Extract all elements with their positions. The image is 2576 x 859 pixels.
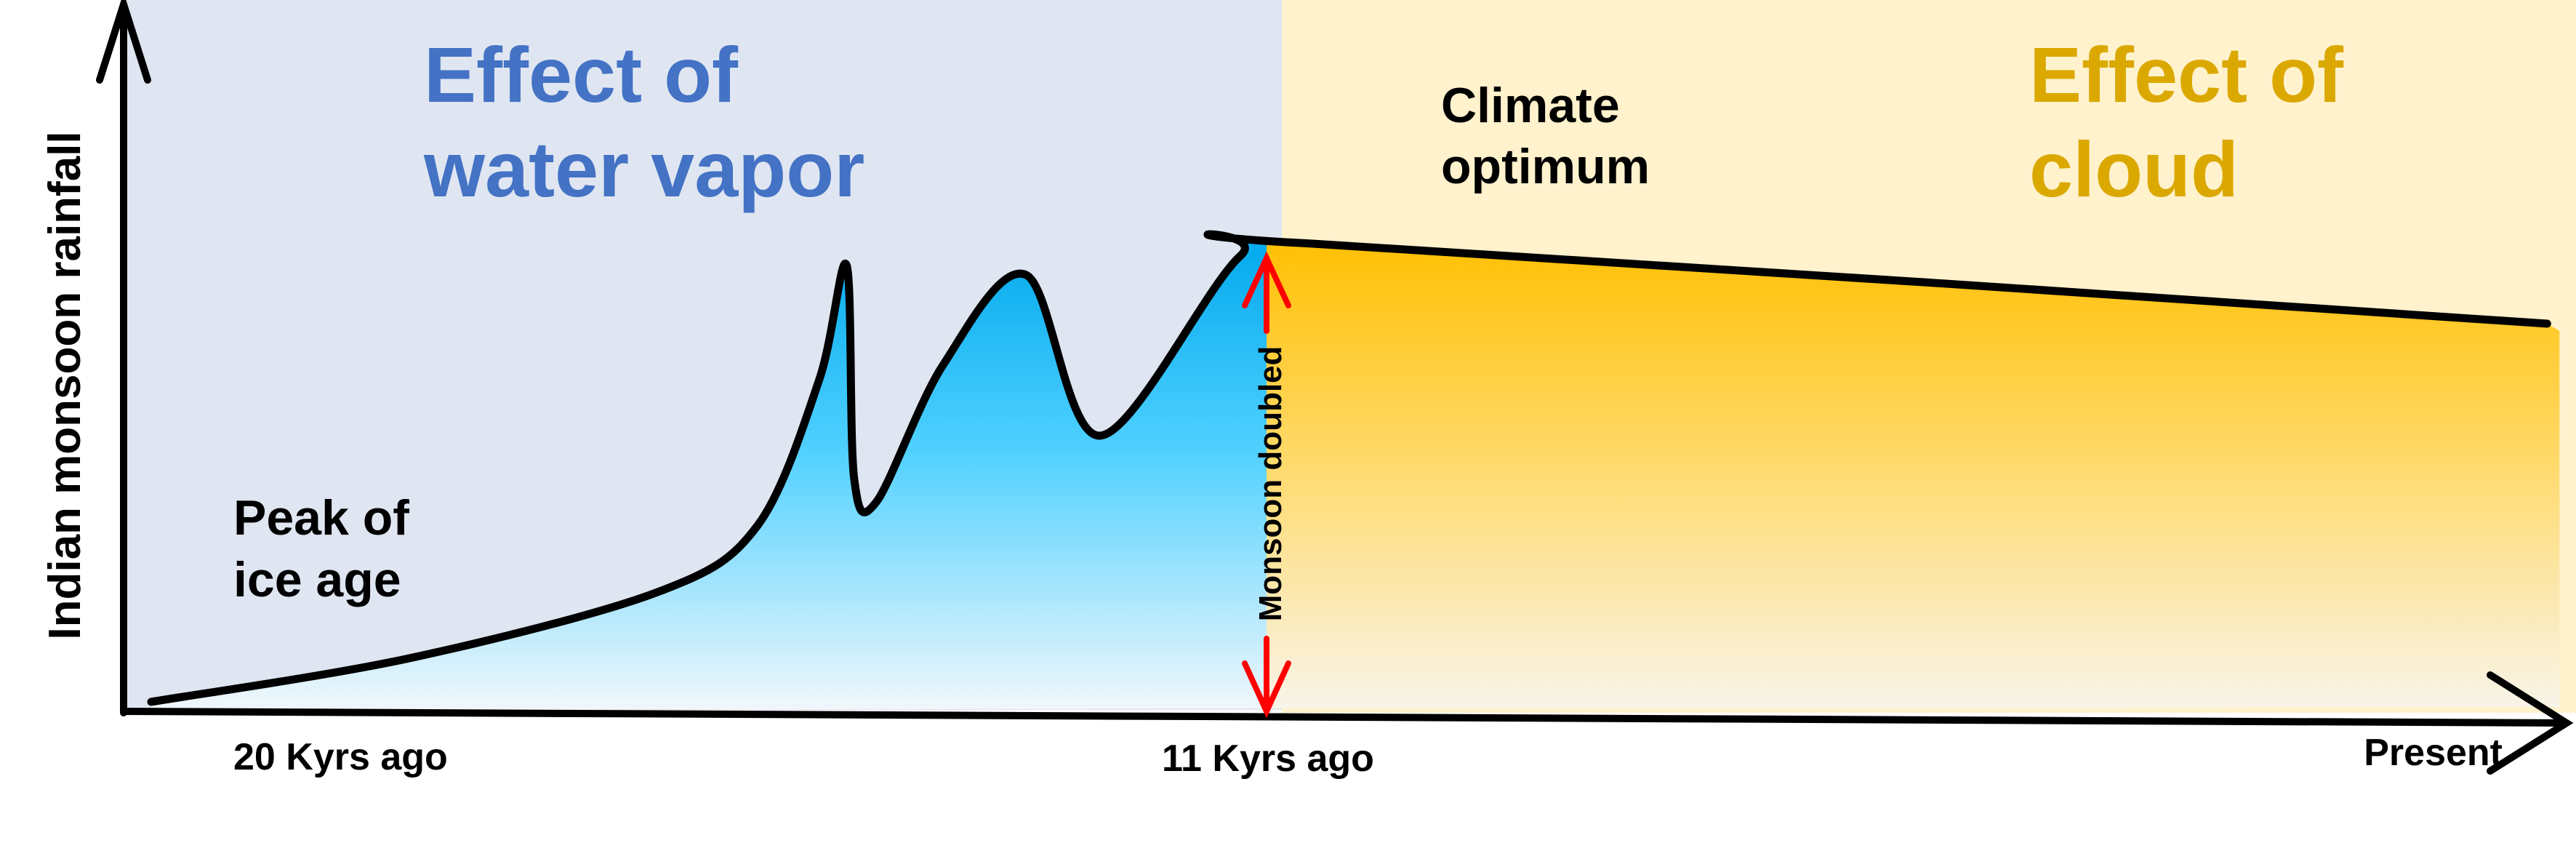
y-axis-label: Indian monsoon rainfall — [40, 131, 90, 639]
y-axis — [96, 0, 151, 716]
rainfall-area-blue — [151, 234, 1267, 710]
x-axis — [120, 671, 2574, 775]
x-tick-present: Present — [2364, 732, 2503, 774]
x-tick-20kyr: 20 Kyrs ago — [233, 736, 448, 778]
climate-optimum-line2: optimum — [1441, 139, 1650, 194]
monsoon-doubled-label: Monsoon doubled — [1253, 346, 1288, 622]
water-vapor-title-line2: water vapor — [423, 125, 864, 213]
rainfall-curve — [147, 230, 2551, 706]
x-axis-arrowhead — [2487, 671, 2574, 775]
monsoon-doubled-arrow — [1242, 251, 1291, 719]
cloud-title-line1: Effect of — [2029, 31, 2344, 119]
water-vapor-title-line1: Effect of — [424, 31, 739, 119]
rainfall-area-yellow — [1267, 241, 2560, 709]
climate-optimum-line1: Climate — [1441, 78, 1620, 133]
cloud-title-line2: cloud — [2029, 125, 2239, 213]
x-tick-11kyr: 11 Kyrs ago — [1162, 738, 1374, 780]
ice-age-line2: ice age — [233, 552, 401, 607]
ice-age-line1: Peak of — [233, 490, 409, 546]
y-axis-arrowhead — [96, 0, 151, 84]
